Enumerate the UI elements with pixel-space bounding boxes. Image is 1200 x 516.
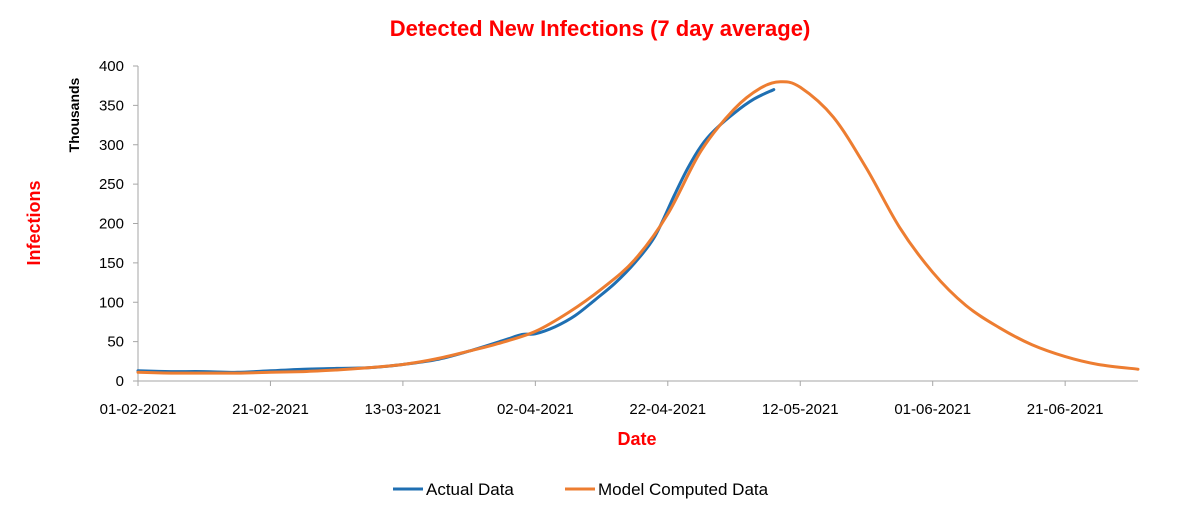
x-tick-label: 13-03-2021 xyxy=(365,401,442,418)
legend: Actual Data Model Computed Data xyxy=(393,480,769,499)
series-line-model-computed-data xyxy=(136,80,1140,375)
y-axis-title: Infections xyxy=(24,180,44,265)
x-tick-label: 12-05-2021 xyxy=(762,401,839,418)
x-tick-label: 01-02-2021 xyxy=(100,401,177,418)
y-tick-label: 50 xyxy=(107,334,124,351)
y-tick-label: 100 xyxy=(99,294,124,311)
legend-label: Actual Data xyxy=(426,480,514,499)
chart-title: Detected New Infections (7 day average) xyxy=(390,16,811,41)
y-tick-label: 400 xyxy=(99,58,124,75)
x-tick-label: 01-06-2021 xyxy=(894,401,971,418)
y-tick-label: 300 xyxy=(99,137,124,154)
x-axis-title: Date xyxy=(617,429,656,449)
y-tick-label: 250 xyxy=(99,176,124,193)
x-tick-label: 22-04-2021 xyxy=(629,401,706,418)
y-tick-label: 350 xyxy=(99,97,124,114)
y-tick-label: 200 xyxy=(99,216,124,233)
y-tick-label: 150 xyxy=(99,255,124,272)
x-tick-label: 02-04-2021 xyxy=(497,401,574,418)
series-line-actual-data xyxy=(136,88,776,374)
y-units-label: Thousands xyxy=(66,77,82,152)
legend-label: Model Computed Data xyxy=(598,480,769,499)
x-tick-label: 21-02-2021 xyxy=(232,401,309,418)
axes: 0 50 100 150 200 250 300 350 400 01-02-2021 21-02-… xyxy=(99,58,1138,418)
x-tick-label: 21-06-2021 xyxy=(1027,401,1104,418)
y-tick-label: 0 xyxy=(116,373,124,390)
plot-area xyxy=(136,80,1140,375)
